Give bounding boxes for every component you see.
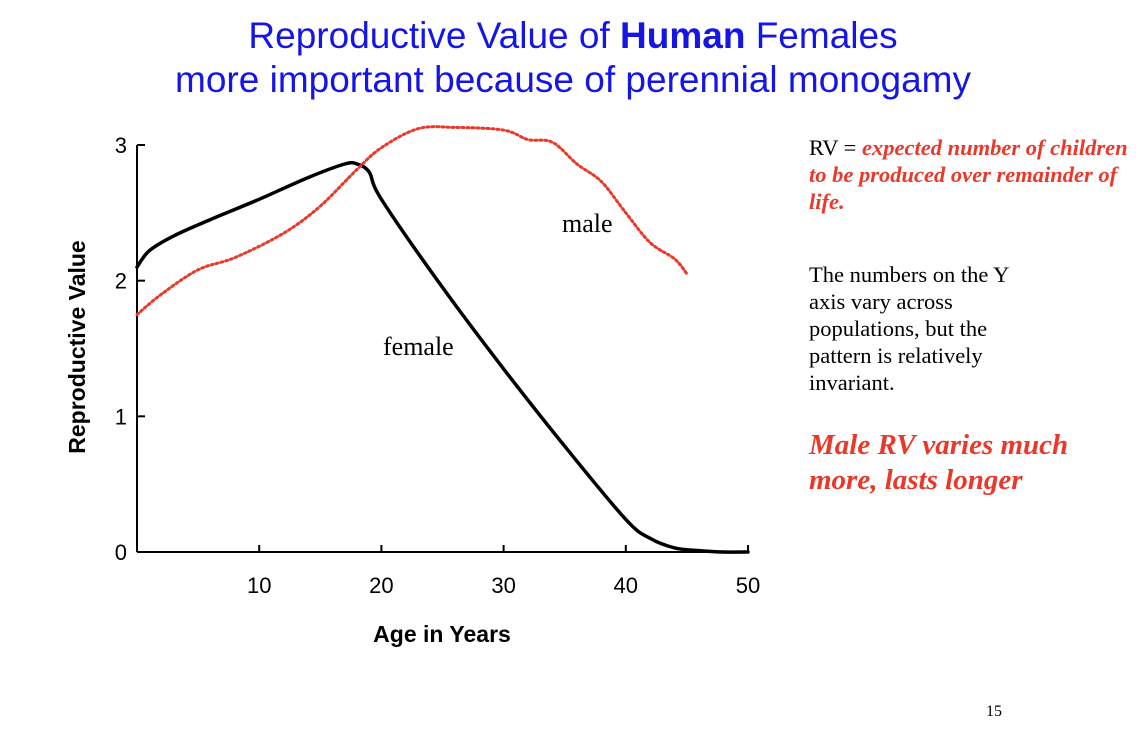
female-series-label: female — [383, 332, 454, 361]
y-tick-label: 0 — [115, 540, 127, 565]
y-tick-label: 2 — [115, 269, 127, 294]
reproductive-value-chart: 0 1 2 3 10 20 30 40 50 Age in Years Reproductive… — [64, 125, 760, 647]
male-series-line — [135, 125, 689, 317]
title-line-1-end: Females — [745, 15, 898, 56]
y-axis-title: Reproductive Value — [64, 240, 90, 453]
x-axis-title: Age in Years — [373, 621, 511, 647]
conclusion: Male RV varies much more, lasts longer — [809, 429, 1069, 496]
title-line-2: more important because of perennial mono… — [175, 59, 971, 100]
chart-axes: 0 1 2 3 10 20 30 40 50 — [115, 133, 760, 598]
chart-series — [135, 125, 750, 554]
x-tick-label: 20 — [369, 573, 393, 598]
title-line-1: Reproductive Value of Human Females — [0, 14, 1146, 58]
x-tick-label: 10 — [247, 573, 271, 598]
x-tick-label: 40 — [614, 573, 638, 598]
female-series-line — [135, 160, 750, 554]
slide-title: Reproductive Value of Human Females more… — [0, 14, 1146, 102]
page-number: 15 — [986, 703, 1002, 720]
rv-definition: RV = expected number of children to be p… — [809, 134, 1129, 215]
y-axis-note: The numbers on the Y axis vary across po… — [809, 262, 1009, 395]
male-series-label: male — [562, 209, 613, 238]
y-tick-label: 1 — [115, 404, 127, 429]
rv-definition-text: expected number of children to be produc… — [809, 135, 1128, 214]
side-text: RV = expected number of children to be p… — [809, 134, 1129, 498]
x-tick-label: 30 — [491, 573, 515, 598]
rv-label: RV = — [809, 135, 862, 160]
x-tick-label: 50 — [736, 573, 760, 598]
title-emphasis: Human — [620, 15, 746, 56]
title-line-1-start: Reproductive Value of — [248, 15, 621, 56]
y-tick-label: 3 — [115, 133, 127, 158]
